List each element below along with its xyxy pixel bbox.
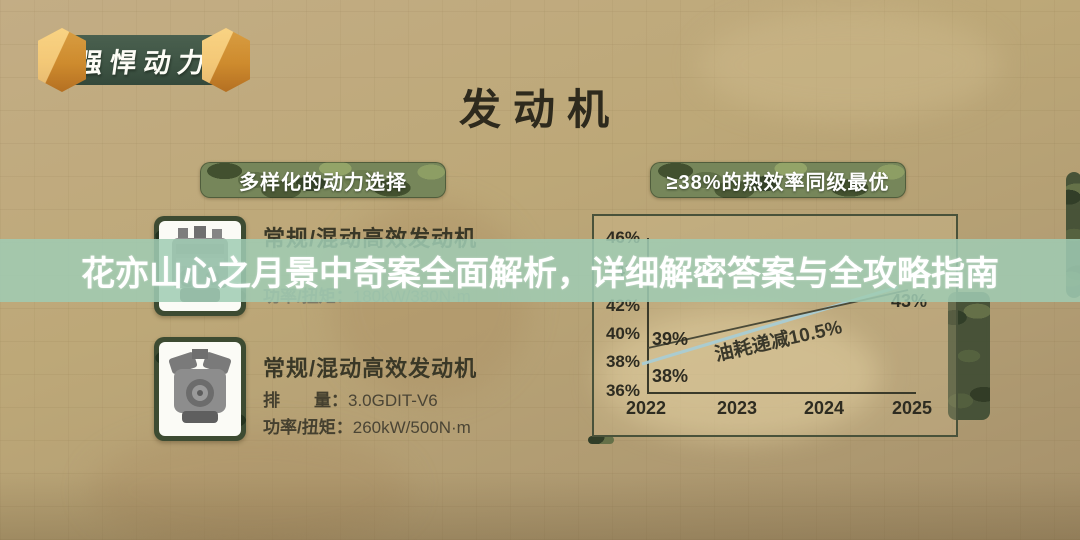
left-section-header-label: 多样化的动力选择 — [239, 171, 407, 194]
x-tick: 2022 — [625, 398, 667, 418]
y-tick: 38% — [605, 352, 640, 371]
y-tick: 36% — [605, 381, 640, 400]
bottom-vignette — [0, 470, 1080, 540]
data-label-38: 38% — [652, 366, 689, 386]
data-label-39: 39% — [652, 329, 689, 349]
engine-photo-frame — [154, 337, 246, 441]
spec-value: 260kW/500N·m — [352, 418, 471, 437]
camo-patch — [948, 292, 990, 420]
left-section-header: 多样化的动力选择 — [200, 162, 446, 198]
camo-patch — [588, 436, 614, 444]
badge-gem-icon — [202, 28, 250, 92]
engine-2-displacement-spec: 排 量：3.0GDIT-V6 — [263, 386, 438, 411]
badge-gem-icon — [38, 28, 86, 92]
badge-label: 强悍动力 — [73, 47, 214, 78]
y-tick: 40% — [605, 324, 640, 343]
engine-photo — [159, 342, 241, 436]
engine-image — [168, 349, 232, 423]
overlay-banner-title: 花亦山心之月景中奇案全面解析，详细解密答案与全攻略指南 — [81, 255, 999, 293]
spec-label: 功率/扭矩： — [263, 418, 353, 437]
right-section-header-label: ≥38%的热效率同级最优 — [666, 171, 890, 194]
x-tick: 2023 — [716, 398, 758, 418]
engine-2-power-spec: 功率/扭矩：260kW/500N·m — [263, 413, 471, 438]
spec-value: 3.0GDIT-V6 — [348, 391, 438, 410]
page-title: 发动机 — [458, 86, 621, 133]
right-section-header: ≥38%的热效率同级最优 — [650, 162, 906, 198]
background-blob — [90, 430, 410, 540]
spec-label: 排 量： — [263, 391, 348, 410]
power-badge: 强悍动力 — [38, 28, 250, 92]
engine-2-title: 常规/混动高效发动机 — [263, 356, 478, 381]
overlay-banner: 花亦山心之月景中奇案全面解析，详细解密答案与全攻略指南 — [0, 239, 1080, 302]
x-tick: 2024 — [803, 398, 845, 418]
x-tick: 2025 — [891, 398, 933, 418]
